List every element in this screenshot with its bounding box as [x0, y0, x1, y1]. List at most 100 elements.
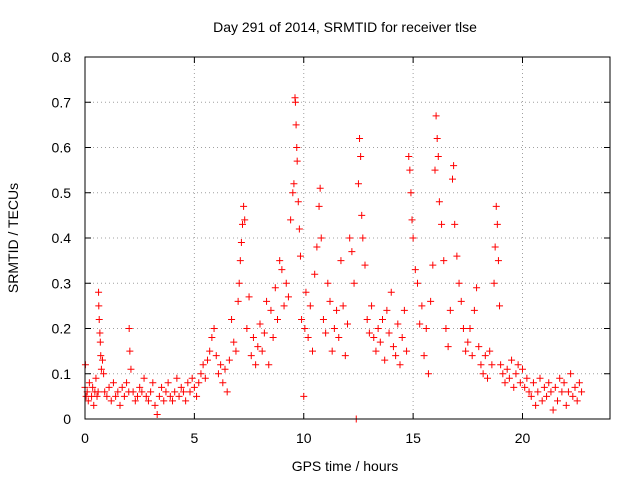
data-point — [319, 315, 327, 323]
data-point — [162, 388, 170, 396]
data-point — [365, 329, 373, 337]
data-point — [100, 370, 108, 378]
data-point — [450, 162, 458, 170]
data-point — [468, 352, 476, 360]
data-point — [188, 374, 196, 382]
data-point — [491, 243, 499, 251]
data-point — [197, 370, 205, 378]
data-point — [540, 383, 548, 391]
data-point — [240, 202, 248, 210]
x-tick-label: 10 — [296, 430, 312, 446]
y-tick-label: 0.5 — [52, 185, 72, 201]
data-point — [212, 352, 220, 360]
data-point — [210, 325, 218, 332]
data-point — [356, 134, 364, 142]
x-tick-label: 5 — [190, 430, 198, 446]
data-point — [575, 379, 583, 387]
data-point — [241, 216, 249, 224]
data-point — [155, 392, 163, 400]
data-point — [306, 302, 314, 310]
data-point — [567, 370, 575, 378]
data-point — [451, 220, 459, 228]
data-point — [96, 338, 104, 346]
data-point — [339, 302, 347, 310]
data-point — [234, 297, 242, 305]
data-point — [173, 374, 181, 382]
x-axis-label: GPS time / hours — [292, 458, 399, 474]
data-point — [346, 234, 354, 242]
data-point — [411, 266, 419, 274]
data-point — [236, 257, 244, 265]
data-point — [219, 379, 227, 387]
data-point — [392, 352, 400, 360]
data-point — [564, 388, 572, 396]
data-point — [201, 374, 209, 382]
data-point — [418, 302, 426, 310]
data-point — [260, 329, 268, 337]
data-point — [389, 343, 397, 351]
data-point — [247, 352, 255, 360]
data-point — [127, 365, 135, 373]
data-point — [333, 306, 341, 314]
data-point — [103, 392, 111, 400]
data-point — [350, 279, 358, 287]
data-point — [554, 397, 561, 405]
data-point — [400, 306, 408, 314]
data-point — [120, 392, 128, 400]
data-point — [223, 388, 231, 396]
data-point — [420, 352, 428, 360]
data-point — [164, 379, 172, 387]
data-point — [361, 261, 369, 269]
data-point — [374, 325, 382, 332]
data-point — [131, 397, 139, 405]
data-point — [434, 153, 442, 161]
data-point — [416, 320, 424, 328]
data-point — [516, 379, 524, 387]
data-point — [184, 379, 192, 387]
data-point — [344, 320, 351, 328]
y-tick-label: 0.8 — [52, 49, 72, 65]
data-point — [578, 388, 586, 396]
data-point — [256, 320, 264, 328]
data-point — [204, 356, 211, 364]
x-tick-label: 15 — [405, 430, 421, 446]
data-point — [144, 397, 152, 405]
data-point — [422, 325, 430, 332]
data-point — [95, 288, 103, 296]
data-point — [125, 325, 133, 332]
data-point — [534, 388, 542, 396]
data-point — [90, 401, 98, 409]
data-point — [492, 202, 500, 210]
data-point — [440, 257, 448, 265]
y-tick-label: 0.4 — [52, 230, 72, 246]
data-point — [475, 343, 483, 351]
data-point — [385, 329, 393, 337]
data-point — [301, 325, 309, 332]
data-point — [372, 347, 380, 355]
data-point — [470, 306, 478, 314]
data-point — [359, 234, 367, 242]
data-point — [118, 383, 126, 391]
data-point — [444, 343, 452, 351]
data-point — [337, 257, 345, 265]
data-point — [523, 374, 531, 382]
data-point — [225, 356, 233, 364]
data-point — [536, 374, 544, 382]
data-point — [186, 388, 194, 396]
data-point — [158, 383, 166, 391]
y-axis-label: SRMTID / TECUs — [5, 183, 21, 293]
data-point — [245, 293, 253, 301]
data-point — [302, 288, 310, 296]
data-point — [316, 184, 324, 192]
data-point — [232, 347, 240, 355]
data-point — [252, 361, 260, 369]
data-point — [276, 257, 284, 265]
data-point — [107, 397, 115, 405]
data-point — [490, 279, 498, 287]
data-point — [153, 410, 161, 418]
data-point — [521, 383, 529, 391]
x-tick-label: 20 — [515, 430, 531, 446]
data-point — [311, 270, 319, 278]
data-point — [414, 279, 421, 287]
